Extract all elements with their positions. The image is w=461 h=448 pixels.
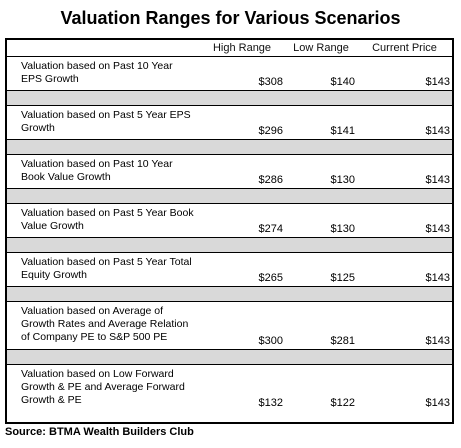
table-row: Valuation based on Low Forward Growth & … bbox=[7, 365, 452, 411]
row-separator bbox=[7, 237, 452, 253]
current-value: $143 bbox=[425, 397, 450, 409]
row-separator bbox=[7, 286, 452, 302]
row-label: Valuation based on Past 5 Year EPS Growt… bbox=[21, 109, 191, 134]
header-high-range: High Range bbox=[212, 42, 272, 54]
high-value: $300 bbox=[258, 335, 283, 347]
row-label: Valuation based on Past 5 Year Book Valu… bbox=[21, 207, 194, 232]
low-value: $281 bbox=[330, 335, 355, 347]
current-value: $143 bbox=[425, 335, 450, 347]
high-value: $296 bbox=[258, 125, 283, 137]
current-value: $143 bbox=[425, 76, 450, 88]
row-separator bbox=[7, 90, 452, 106]
row-separator bbox=[7, 349, 452, 365]
current-value: $143 bbox=[425, 125, 450, 137]
table-header: High Range Low Range Current Price bbox=[7, 40, 452, 57]
row-separator bbox=[7, 139, 452, 155]
current-value: $143 bbox=[425, 174, 450, 186]
high-value: $132 bbox=[258, 397, 283, 409]
valuation-table: High Range Low Range Current Price Valua… bbox=[5, 38, 454, 424]
header-low-range: Low Range bbox=[293, 42, 349, 54]
current-value: $143 bbox=[425, 223, 450, 235]
header-label-blank bbox=[7, 40, 199, 56]
row-separator bbox=[7, 188, 452, 204]
row-label: Valuation based on Past 10 Year EPS Grow… bbox=[21, 60, 173, 85]
table-row: Valuation based on Past 10 Year Book Val… bbox=[7, 155, 452, 188]
header-current-price: Current Price bbox=[372, 42, 437, 54]
page-title: Valuation Ranges for Various Scenarios bbox=[60, 8, 401, 28]
row-label: Valuation based on Low Forward Growth & … bbox=[21, 368, 185, 406]
table-row: Valuation based on Past 10 Year EPS Grow… bbox=[7, 57, 452, 90]
high-value: $274 bbox=[258, 223, 283, 235]
low-value: $130 bbox=[330, 223, 355, 235]
low-value: $140 bbox=[330, 76, 355, 88]
high-value: $286 bbox=[258, 174, 283, 186]
high-value: $265 bbox=[258, 272, 283, 284]
low-value: $141 bbox=[330, 125, 355, 137]
low-value: $122 bbox=[330, 397, 355, 409]
row-label: Valuation based on Past 5 Year Total Equ… bbox=[21, 256, 192, 281]
row-label: Valuation based on Average of Growth Rat… bbox=[21, 305, 189, 343]
current-value: $143 bbox=[425, 272, 450, 284]
source-note: Source: BTMA Wealth Builders Club bbox=[5, 426, 194, 438]
high-value: $308 bbox=[258, 76, 283, 88]
low-value: $130 bbox=[330, 174, 355, 186]
table-row: Valuation based on Past 5 Year Book Valu… bbox=[7, 204, 452, 237]
low-value: $125 bbox=[330, 272, 355, 284]
table-row: Valuation based on Past 5 Year Total Equ… bbox=[7, 253, 452, 286]
row-label: Valuation based on Past 10 Year Book Val… bbox=[21, 158, 173, 183]
table-row: Valuation based on Past 5 Year EPS Growt… bbox=[7, 106, 452, 139]
table-row: Valuation based on Average of Growth Rat… bbox=[7, 302, 452, 349]
